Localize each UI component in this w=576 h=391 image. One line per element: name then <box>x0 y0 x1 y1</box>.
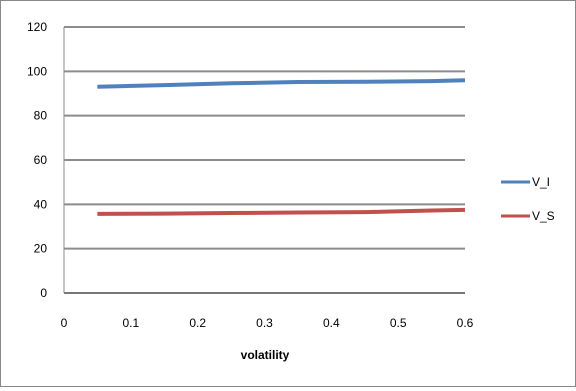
y-tick-label: 20 <box>34 242 48 256</box>
y-tick-label: 80 <box>34 109 48 123</box>
x-tick-label: 0.4 <box>323 316 340 330</box>
legend-label-v_s: V_S <box>532 209 555 223</box>
series-lines <box>97 80 465 214</box>
y-tick-label: 60 <box>34 153 48 167</box>
y-tick-label: 100 <box>27 64 47 78</box>
x-tick-label: 0.5 <box>390 316 407 330</box>
x-axis-title: volatility <box>241 348 290 362</box>
x-tick-label: 0.2 <box>189 316 206 330</box>
x-tick-label: 0 <box>61 316 68 330</box>
y-tick-label: 40 <box>34 197 48 211</box>
x-tick-labels: 0 0.1 0.2 0.3 0.4 0.5 0.6 <box>61 316 474 330</box>
y-tick-label: 0 <box>40 286 47 300</box>
y-tick-label: 120 <box>27 20 47 34</box>
y-tick-labels: 0 20 40 60 80 100 120 <box>27 20 47 300</box>
x-tick-label: 0.6 <box>457 316 474 330</box>
gridlines <box>64 27 465 293</box>
series-line-v_s <box>97 210 465 214</box>
x-tick-label: 0.1 <box>122 316 139 330</box>
series-line-v_i <box>97 80 465 87</box>
x-tick-label: 0.3 <box>256 316 273 330</box>
legend-label-v_i: V_I <box>532 175 550 189</box>
legend: V_I V_S <box>501 175 555 223</box>
